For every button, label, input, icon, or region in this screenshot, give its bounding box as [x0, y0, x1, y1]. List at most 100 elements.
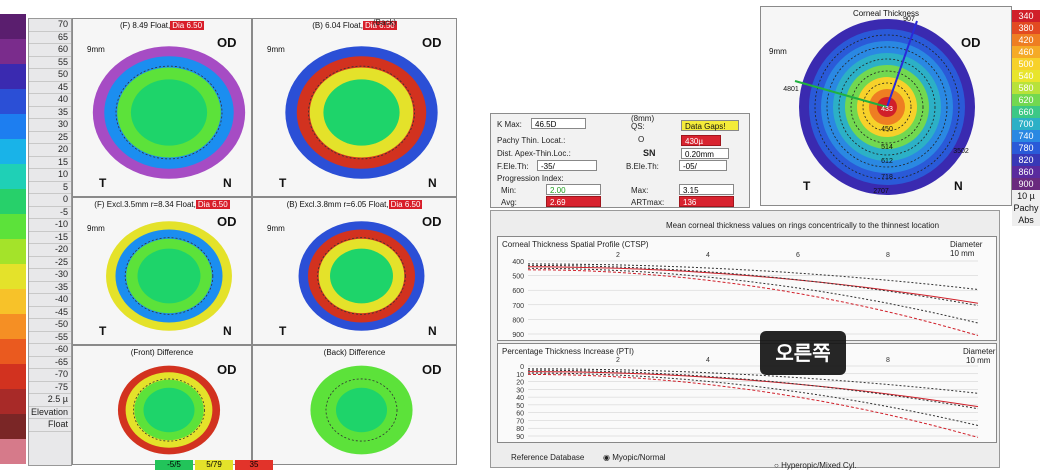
elevation-disc [298, 221, 425, 331]
scale-band [0, 414, 26, 439]
thickness-value: 2707 [873, 188, 889, 195]
map-caption: (Front) Difference [73, 348, 251, 357]
x-tick-label: 2 [616, 357, 620, 364]
graphs-area: Mean corneal thickness values on rings c… [490, 210, 1000, 470]
map-n-label: N [428, 176, 437, 190]
myopic-normal-radio[interactable]: ◉ Myopic/Normal [603, 453, 666, 462]
dist-direction: SN [643, 148, 656, 158]
difference-legend-cell: 5/79 [195, 460, 233, 470]
thickness-scale-cell: Abs [1012, 214, 1040, 226]
elevation-map-4: (B) Excl.3.8mm r=6.05 Float, Dia 6.50 OD 9m… [252, 197, 457, 345]
ctsp-plot: 400 500 600 700 800 900 2 4 6 8 [512, 252, 979, 339]
graphs-title: Mean corneal thickness values on rings c… [666, 221, 940, 230]
map-n-label: N [223, 176, 232, 190]
y-tick-label: 20 [516, 380, 524, 387]
scale-band [0, 389, 26, 414]
y-tick-label: 10 [516, 372, 524, 379]
y-tick-label: 40 [516, 395, 524, 402]
profile-curve [527, 263, 979, 290]
ctsp-diameter-unit: 10 mm [950, 249, 975, 258]
thickness-value: 450 [881, 126, 893, 133]
bele-label: B.Ele.Th: [626, 162, 659, 171]
thickness-title: Corneal Thickness [852, 9, 920, 18]
map-caption: (B) Excl.3.8mm r=6.05 Float, Dia 6.50 [253, 200, 456, 209]
scale-band [0, 89, 26, 114]
scale-band [0, 164, 26, 189]
pachy-panel: K Max: 46.5D (8mm) QS: Data Gaps! Pachy … [490, 113, 750, 208]
thickness-scale-cell: 340 [1012, 10, 1040, 22]
y-tick-label: 30 [516, 387, 524, 394]
scale-label: 5 [29, 182, 71, 194]
ctsp-diameter-label: Diameter [950, 240, 983, 249]
scale-label: 70 [29, 19, 71, 32]
scale-label: -20 [29, 244, 71, 257]
profile-curve [527, 369, 979, 410]
scale-label: 15 [29, 157, 71, 169]
map-t-label: T [99, 176, 107, 190]
min-label: Min: [501, 186, 517, 195]
scale-band [0, 39, 26, 64]
thickness-scale-cell: 660 [1012, 106, 1040, 118]
ctsp-title: Corneal Thickness Spatial Profile (CTSP) [502, 240, 649, 249]
y-tick-label: 400 [512, 259, 524, 266]
left-color-scale [0, 14, 26, 464]
hyperopic-label: Hyperopic/Mixed Cyl. [781, 461, 857, 470]
pti-diameter-label: Diameter [963, 347, 996, 356]
y-tick-label: 90 [516, 434, 524, 441]
ctsp-graph: Corneal Thickness Spatial Profile (CTSP)… [497, 236, 997, 341]
scale-band [0, 14, 26, 39]
thickness-scale-cell: 500 [1012, 58, 1040, 70]
scale-label: -70 [29, 369, 71, 382]
difference-legend-cell: -5/5 [155, 460, 193, 470]
map-caption-text: (B) 6.04 Float, [312, 21, 363, 30]
thickness-scale-cell: 620 [1012, 94, 1040, 106]
scale-label: -35 [29, 282, 71, 294]
magnifier-icon[interactable]: 9mm [267, 45, 285, 54]
scale-label: -5 [29, 207, 71, 219]
progression-label: Progression Index: [497, 174, 564, 183]
thickness-scale-cell: 380 [1012, 22, 1040, 34]
map-caption: (F) Excl.3.5mm r=8.34 Float, Dia 6.50 [73, 200, 251, 209]
map-caption-badge: Dia 6.50 [388, 200, 423, 209]
profile-curve [527, 264, 979, 306]
thickness-scale-cell: 740 [1012, 130, 1040, 142]
myopic-normal-label: Myopic/Normal [612, 453, 666, 462]
map-od-label: OD [217, 35, 237, 50]
elevation-disc [92, 46, 246, 179]
elevation-map-6: (Back) Difference OD [252, 345, 457, 465]
map-od-label: OD [422, 35, 442, 50]
scale-label: 0 [29, 194, 71, 207]
profile-curve [527, 371, 979, 408]
hyperopic-radio[interactable]: ○ Hyperopic/Mixed Cyl. [774, 461, 857, 470]
x-tick-label: 2 [616, 252, 620, 259]
magnifier-icon[interactable]: 9mm [87, 224, 105, 233]
y-tick-label: 0 [520, 364, 524, 371]
scale-band [0, 214, 26, 239]
magnifier-icon[interactable]: 9mm [87, 45, 105, 54]
avg-label: Avg: [501, 198, 517, 207]
elevation-disc [106, 221, 232, 331]
elevation-map-1: (F) 8.49 Float, Dia 6.50 OD 9mm T N [72, 18, 252, 197]
map-caption-badge: Dia 6.50 [195, 200, 230, 209]
pti-plot: 01020304050607080902468 [516, 357, 979, 441]
x-tick-label: 6 [796, 252, 800, 259]
map-caption-text: (Front) Difference [130, 348, 194, 357]
elevation-disc [285, 46, 438, 179]
scale-band [0, 314, 26, 339]
y-tick-label: 70 [516, 418, 524, 425]
magnifier-icon[interactable]: 9mm [267, 224, 285, 233]
y-tick-label: 900 [512, 332, 524, 339]
y-tick-label: 700 [512, 303, 524, 310]
thin-loc-value: 430µ [681, 135, 721, 146]
thickness-scale-cell: Pachy [1012, 202, 1040, 214]
y-tick-label: 50 [516, 403, 524, 410]
back-header: (Back) [373, 18, 397, 27]
thickness-scale-cell: 460 [1012, 46, 1040, 58]
scale-label: 45 [29, 82, 71, 94]
corneal-thickness-map: Corneal Thickness OD 9mm T N 907 433 450 51… [760, 6, 1012, 206]
scale-label: -55 [29, 332, 71, 344]
map-caption-badge: Dia 6.50 [170, 21, 205, 30]
art-label: ARTmax: [631, 198, 665, 207]
pti-graph: Percentage Thickness Increase (PTI) Diam… [497, 343, 997, 443]
scale-band [0, 339, 26, 364]
